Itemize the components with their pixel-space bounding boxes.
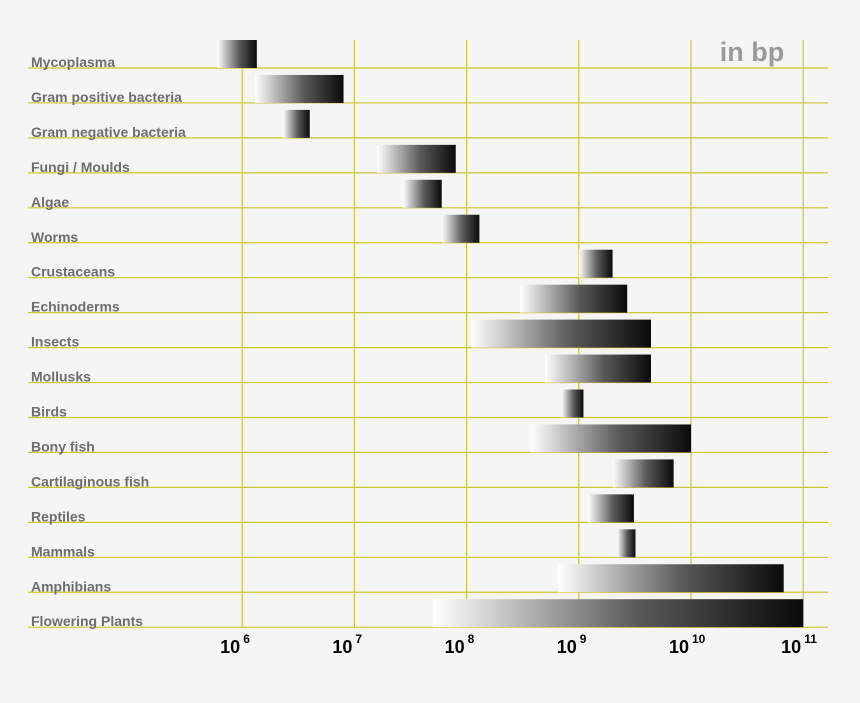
category-label: Mycoplasma [31, 54, 115, 70]
tick-label-exponent: 8 [468, 632, 475, 646]
bar-layer [217, 40, 804, 628]
category-label: Gram negative bacteria [31, 124, 186, 140]
category-label: Fungi / Moulds [31, 159, 130, 175]
tick-label-exponent: 11 [804, 632, 817, 646]
range-bar [612, 459, 674, 488]
category-label: Mollusks [31, 369, 91, 385]
range-bar [587, 494, 634, 523]
tick-label-exponent: 10 [692, 632, 706, 646]
category-label: Cartilaginous fish [31, 473, 149, 489]
range-bar [557, 564, 784, 593]
tick-label-exponent: 6 [243, 632, 250, 646]
tick-label-base: 10 [220, 637, 240, 657]
category-label: Gram positive bacteria [31, 89, 182, 105]
range-bar [530, 424, 691, 453]
range-bar [282, 109, 310, 138]
tick-label-exponent: 7 [355, 632, 362, 646]
label-layer: Mycoplasma Gram positive bacteria Gram neg… [31, 54, 186, 629]
range-bar [441, 214, 480, 243]
range-bar [545, 354, 651, 383]
unit-label: in bp [720, 37, 784, 67]
tick-label-base: 10 [332, 637, 352, 657]
range-bar [217, 40, 257, 68]
category-label: Birds [31, 404, 67, 420]
range-bar [402, 179, 442, 208]
category-label: Insects [31, 334, 79, 350]
category-label: Bony fish [31, 438, 95, 454]
range-bar [617, 529, 636, 558]
range-bar [520, 284, 628, 313]
category-label: Flowering Plants [31, 613, 143, 629]
tick-label-exponent: 9 [580, 632, 587, 646]
range-bar [377, 144, 456, 173]
tick-label-base: 10 [781, 637, 801, 657]
range-bar [561, 389, 584, 418]
category-label: Algae [31, 194, 69, 210]
category-label: Crustaceans [31, 264, 115, 280]
category-label: Reptiles [31, 508, 86, 524]
tick-label-base: 10 [557, 637, 577, 657]
category-label: Mammals [31, 543, 95, 559]
category-label: Echinoderms [31, 299, 120, 315]
category-label: Amphibians [31, 578, 111, 594]
tick-layer: 10 6 10 7 10 8 10 9 10 10 10 11 [220, 632, 817, 657]
tick-label-base: 10 [669, 637, 689, 657]
range-bar [432, 599, 804, 628]
range-bar [254, 74, 344, 103]
range-bar [578, 249, 613, 278]
tick-label-base: 10 [445, 637, 465, 657]
category-label: Worms [31, 229, 78, 245]
range-bar [471, 319, 651, 348]
